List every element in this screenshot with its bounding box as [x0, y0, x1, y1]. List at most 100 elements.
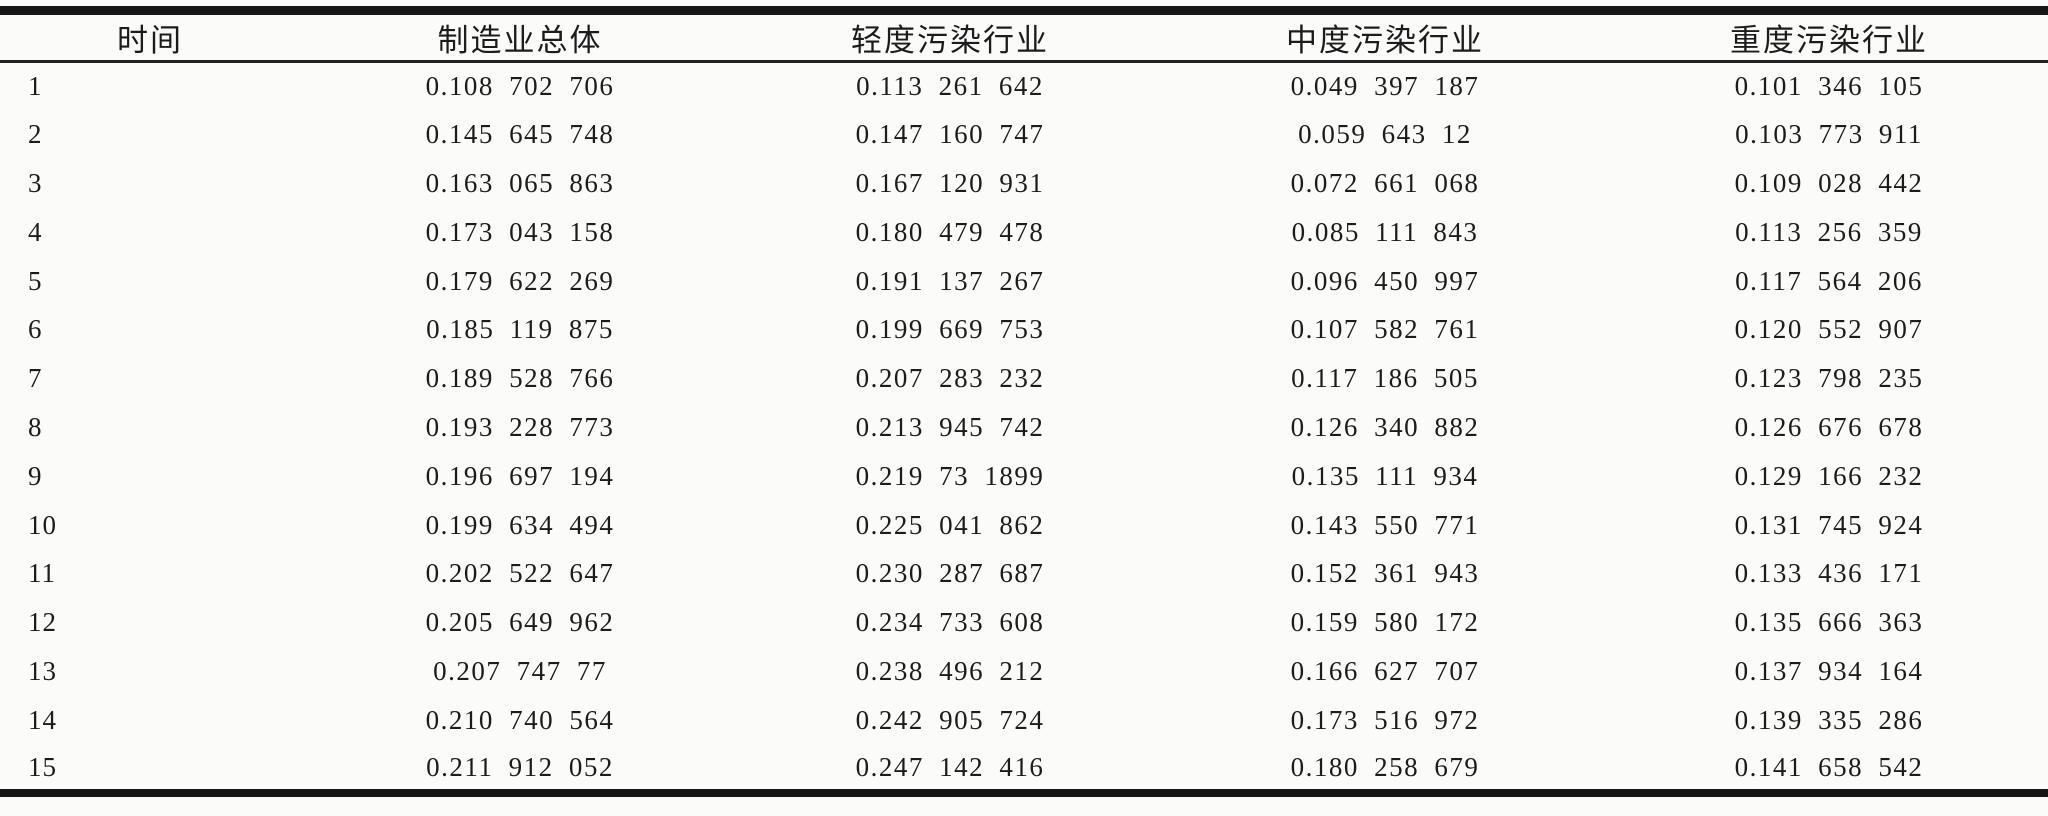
table-row: 6 0.185 119 875 0.199 669 753 0.107 582 761… — [0, 305, 2048, 354]
value-cell: 0.059 643 12 — [1298, 119, 1472, 150]
value-cell: 0.225 041 862 — [855, 509, 1045, 540]
time-cell: 1 — [28, 71, 43, 102]
value-cell: 0.096 450 997 — [1290, 265, 1480, 296]
value-cell: 0.103 773 911 — [1735, 119, 1923, 150]
time-cell: 3 — [28, 167, 43, 198]
value-cell: 0.213 945 742 — [855, 411, 1045, 442]
time-cell: 11 — [28, 558, 56, 589]
table-row: 2 0.145 645 748 0.147 160 747 0.059 643 12 0… — [0, 110, 2048, 159]
table-row: 10 0.199 634 494 0.225 041 862 0.143 550 77… — [0, 501, 2048, 550]
value-cell: 0.210 740 564 — [425, 704, 615, 735]
time-cell: 12 — [28, 607, 57, 638]
value-cell: 0.135 666 363 — [1734, 607, 1924, 638]
value-cell: 0.141 658 542 — [1734, 751, 1924, 782]
value-cell: 0.211 912 052 — [426, 751, 614, 782]
value-cell: 0.131 745 924 — [1734, 509, 1924, 540]
value-cell: 0.180 479 478 — [855, 216, 1045, 247]
time-cell: 5 — [28, 265, 43, 296]
table-header: 时间 制造业总体 轻度污染行业 中度污染行业 重度污染行业 — [0, 10, 2048, 62]
value-cell: 0.113 256 359 — [1735, 216, 1923, 247]
value-cell: 0.145 645 748 — [425, 119, 615, 150]
value-cell: 0.230 287 687 — [855, 558, 1045, 589]
value-cell: 0.166 627 707 — [1290, 655, 1480, 686]
table-row: 11 0.202 522 647 0.230 287 687 0.152 361 94… — [0, 549, 2048, 598]
table-row: 5 0.179 622 269 0.191 137 267 0.096 450 997… — [0, 257, 2048, 306]
value-cell: 0.185 119 875 — [426, 314, 614, 345]
value-cell: 0.135 111 934 — [1291, 460, 1479, 491]
value-cell: 0.199 634 494 — [425, 509, 615, 540]
table-row: 15 0.211 912 052 0.247 142 416 0.180 258 67… — [0, 745, 2048, 794]
table-row: 13 0.207 747 77 0.238 496 212 0.166 627 707… — [0, 647, 2048, 696]
time-cell: 9 — [28, 460, 43, 491]
value-cell: 0.202 522 647 — [425, 558, 615, 589]
table-row: 14 0.210 740 564 0.242 905 724 0.173 516 97… — [0, 696, 2048, 745]
pollution-industry-data-table: 时间 制造业总体 轻度污染行业 中度污染行业 重度污染行业 1 0.108 702 706… — [0, 6, 2048, 797]
value-cell: 0.152 361 943 — [1290, 558, 1480, 589]
value-cell: 0.207 283 232 — [855, 363, 1045, 394]
value-cell: 0.143 550 771 — [1290, 509, 1480, 540]
value-cell: 0.072 661 068 — [1290, 167, 1480, 198]
time-cell: 6 — [28, 314, 43, 345]
value-cell: 0.247 142 416 — [855, 751, 1045, 782]
value-cell: 0.173 516 972 — [1290, 704, 1480, 735]
time-cell: 14 — [28, 704, 57, 735]
column-header: 时间 — [117, 23, 183, 58]
value-cell: 0.133 436 171 — [1734, 558, 1924, 589]
value-cell: 0.180 258 679 — [1290, 751, 1480, 782]
table-row: 9 0.196 697 194 0.219 73 1899 0.135 111 934… — [0, 452, 2048, 501]
value-cell: 0.205 649 962 — [425, 607, 615, 638]
time-cell: 15 — [28, 751, 57, 782]
value-cell: 0.107 582 761 — [1290, 314, 1480, 345]
value-cell: 0.113 261 642 — [856, 71, 1044, 102]
value-cell: 0.126 340 882 — [1290, 411, 1480, 442]
time-cell: 4 — [28, 216, 43, 247]
value-cell: 0.120 552 907 — [1734, 314, 1924, 345]
value-cell: 0.129 166 232 — [1734, 460, 1924, 491]
column-header: 中度污染行业 — [1286, 23, 1484, 58]
table-row: 8 0.193 228 773 0.213 945 742 0.126 340 882… — [0, 403, 2048, 452]
table-row: 4 0.173 043 158 0.180 479 478 0.085 111 843… — [0, 208, 2048, 257]
header-row: 时间 制造业总体 轻度污染行业 中度污染行业 重度污染行业 — [0, 11, 2048, 62]
table-row: 3 0.163 065 863 0.167 120 931 0.072 661 068… — [0, 159, 2048, 208]
table-row: 1 0.108 702 706 0.113 261 642 0.049 397 187… — [0, 62, 2048, 111]
value-cell: 0.207 747 77 — [433, 655, 607, 686]
value-cell: 0.193 228 773 — [425, 411, 615, 442]
column-header: 重度污染行业 — [1730, 23, 1928, 58]
value-cell: 0.173 043 158 — [425, 216, 615, 247]
value-cell: 0.199 669 753 — [855, 314, 1045, 345]
value-cell: 0.126 676 678 — [1734, 411, 1924, 442]
value-cell: 0.108 702 706 — [425, 71, 615, 102]
time-cell: 10 — [28, 509, 57, 540]
value-cell: 0.139 335 286 — [1734, 704, 1924, 735]
value-cell: 0.163 065 863 — [425, 167, 615, 198]
value-cell: 0.137 934 164 — [1734, 655, 1924, 686]
value-cell: 0.196 697 194 — [425, 460, 615, 491]
value-cell: 0.159 580 172 — [1290, 607, 1480, 638]
value-cell: 0.234 733 608 — [855, 607, 1045, 638]
value-cell: 0.219 73 1899 — [855, 460, 1045, 491]
value-cell: 0.117 186 505 — [1291, 363, 1479, 394]
time-cell: 13 — [28, 655, 57, 686]
table-row: 12 0.205 649 962 0.234 733 608 0.159 580 17… — [0, 598, 2048, 647]
value-cell: 0.109 028 442 — [1734, 167, 1924, 198]
value-cell: 0.179 622 269 — [425, 265, 615, 296]
table-body: 1 0.108 702 706 0.113 261 642 0.049 397 187… — [0, 62, 2048, 794]
value-cell: 0.167 120 931 — [855, 167, 1045, 198]
column-header: 制造业总体 — [437, 23, 603, 58]
column-header: 轻度污染行业 — [851, 23, 1049, 58]
value-cell: 0.101 346 105 — [1734, 71, 1924, 102]
value-cell: 0.117 564 206 — [1735, 265, 1923, 296]
value-cell: 0.085 111 843 — [1291, 216, 1479, 247]
value-cell: 0.049 397 187 — [1290, 71, 1480, 102]
value-cell: 0.147 160 747 — [855, 119, 1045, 150]
time-cell: 2 — [28, 119, 43, 150]
value-cell: 0.238 496 212 — [855, 655, 1045, 686]
time-cell: 7 — [28, 363, 43, 394]
value-cell: 0.191 137 267 — [855, 265, 1045, 296]
value-cell: 0.123 798 235 — [1734, 363, 1924, 394]
value-cell: 0.189 528 766 — [425, 363, 615, 394]
value-cell: 0.242 905 724 — [855, 704, 1045, 735]
table-row: 7 0.189 528 766 0.207 283 232 0.117 186 505… — [0, 354, 2048, 403]
time-cell: 8 — [28, 411, 43, 442]
